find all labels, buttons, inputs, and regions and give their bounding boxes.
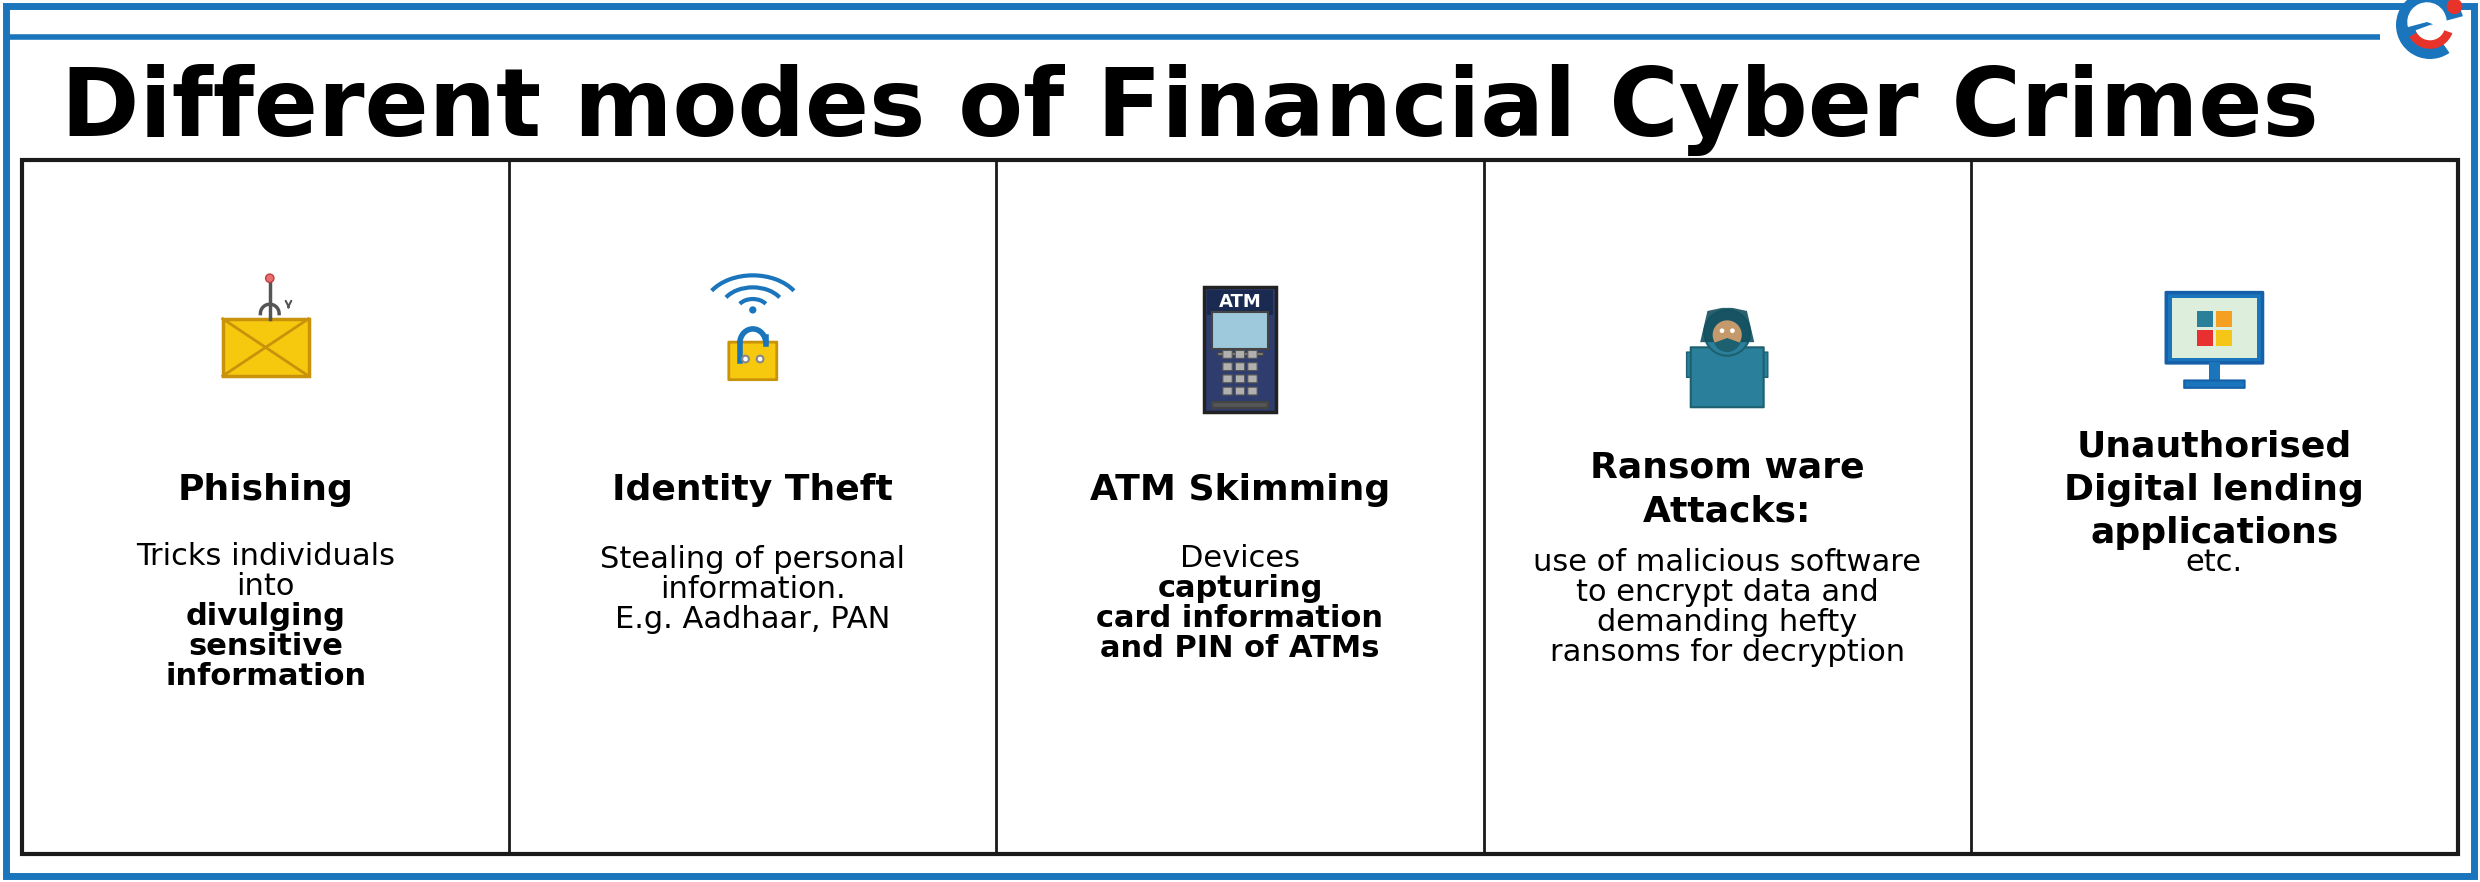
Circle shape <box>1731 328 1734 333</box>
FancyBboxPatch shape <box>1235 387 1245 395</box>
Polygon shape <box>1701 308 1753 342</box>
FancyBboxPatch shape <box>729 342 776 379</box>
FancyBboxPatch shape <box>1758 352 1768 377</box>
FancyBboxPatch shape <box>1218 352 1262 355</box>
Text: demanding hefty: demanding hefty <box>1597 608 1858 637</box>
Circle shape <box>742 355 749 363</box>
Text: Identity Theft: Identity Theft <box>613 473 893 506</box>
Circle shape <box>749 306 756 314</box>
Text: sensitive: sensitive <box>188 632 342 661</box>
FancyBboxPatch shape <box>2217 331 2232 347</box>
Text: Stealing of personal: Stealing of personal <box>600 545 905 574</box>
FancyBboxPatch shape <box>1247 387 1257 395</box>
Text: ATM: ATM <box>1218 293 1262 310</box>
Text: ransoms for decryption: ransoms for decryption <box>1550 638 1905 667</box>
Text: Ransom ware
Attacks:: Ransom ware Attacks: <box>1590 451 1865 528</box>
FancyBboxPatch shape <box>2172 298 2257 357</box>
FancyBboxPatch shape <box>1235 350 1245 358</box>
Text: E.g. Aadhaar, PAN: E.g. Aadhaar, PAN <box>615 605 890 634</box>
FancyBboxPatch shape <box>1247 363 1257 370</box>
FancyBboxPatch shape <box>2197 311 2212 327</box>
Text: etc.: etc. <box>2185 548 2242 577</box>
FancyBboxPatch shape <box>1223 375 1233 383</box>
Wedge shape <box>2416 25 2445 41</box>
Wedge shape <box>2408 3 2448 29</box>
FancyBboxPatch shape <box>1223 387 1233 395</box>
Text: card information: card information <box>1096 603 1384 632</box>
Circle shape <box>1714 320 1741 349</box>
Text: into: into <box>236 572 295 601</box>
Text: capturing: capturing <box>1158 573 1322 602</box>
FancyBboxPatch shape <box>223 318 308 376</box>
FancyBboxPatch shape <box>1208 290 1272 315</box>
Wedge shape <box>1714 338 1741 352</box>
Circle shape <box>2448 0 2463 14</box>
FancyBboxPatch shape <box>2197 331 2212 347</box>
FancyBboxPatch shape <box>2185 380 2244 388</box>
Wedge shape <box>2411 25 2453 49</box>
FancyBboxPatch shape <box>1691 348 1763 407</box>
Text: Tricks individuals: Tricks individuals <box>136 542 394 571</box>
FancyBboxPatch shape <box>2165 293 2262 363</box>
Text: information.: information. <box>660 575 846 604</box>
FancyBboxPatch shape <box>2210 362 2220 383</box>
Text: information: information <box>166 662 367 691</box>
FancyBboxPatch shape <box>2217 311 2232 327</box>
Text: Different modes of Financial Cyber Crimes: Different modes of Financial Cyber Crime… <box>62 64 2319 156</box>
FancyBboxPatch shape <box>5 6 2475 876</box>
FancyBboxPatch shape <box>1686 352 1696 377</box>
FancyBboxPatch shape <box>1235 363 1245 370</box>
FancyBboxPatch shape <box>1223 350 1233 358</box>
FancyBboxPatch shape <box>1203 288 1277 412</box>
FancyBboxPatch shape <box>1223 363 1233 370</box>
Text: Unauthorised
Digital lending
applications: Unauthorised Digital lending application… <box>2063 430 2363 550</box>
Wedge shape <box>2396 0 2463 59</box>
Circle shape <box>1719 328 1724 333</box>
Text: Devices: Devices <box>1180 543 1300 572</box>
Circle shape <box>265 274 273 282</box>
FancyBboxPatch shape <box>1247 375 1257 383</box>
Text: divulging: divulging <box>186 602 345 631</box>
Text: use of malicious software: use of malicious software <box>1533 548 1922 577</box>
Text: ATM Skimming: ATM Skimming <box>1089 473 1391 506</box>
FancyBboxPatch shape <box>1213 402 1267 408</box>
FancyBboxPatch shape <box>1235 375 1245 383</box>
Circle shape <box>1704 310 1751 355</box>
FancyBboxPatch shape <box>1247 350 1257 358</box>
Text: Phishing: Phishing <box>179 473 355 506</box>
Text: to encrypt data and: to encrypt data and <box>1575 578 1877 607</box>
FancyBboxPatch shape <box>1213 312 1267 348</box>
FancyBboxPatch shape <box>22 160 2458 854</box>
Circle shape <box>756 355 764 363</box>
Text: and PIN of ATMs: and PIN of ATMs <box>1101 633 1379 662</box>
